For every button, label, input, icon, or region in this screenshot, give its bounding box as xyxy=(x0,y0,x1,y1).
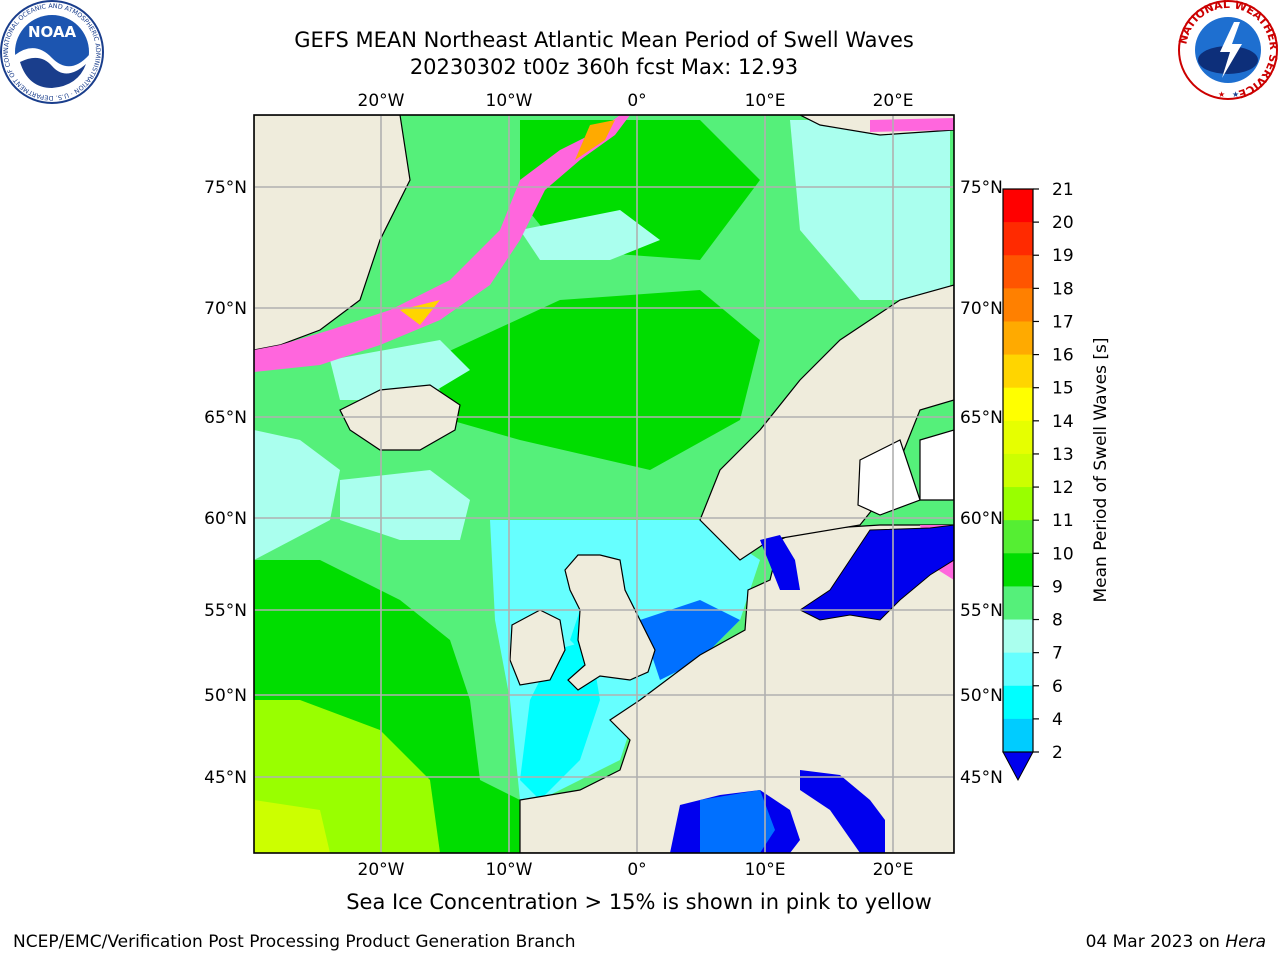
colorbar: 21 20 19 18 17 16 15 14 13 12 11 10 9 8 7 6 4 2 xyxy=(1002,180,1074,782)
colorbar-tick-label: 18 xyxy=(1052,279,1074,299)
lat-label-left: 60°N xyxy=(204,509,247,529)
lat-label-right: 70°N xyxy=(960,299,1003,319)
colorbar-extend-triangle xyxy=(1002,751,1034,782)
lon-labels-top: 20°W 10°W 0° 10°E 20°E xyxy=(358,91,914,111)
colorbar-tick-label: 17 xyxy=(1052,312,1074,332)
date-text: 04 Mar 2023 on xyxy=(1085,932,1226,952)
date-stamp: 04 Mar 2023 on Hera xyxy=(1086,932,1266,952)
colorbar-tick-label: 9 xyxy=(1052,577,1063,597)
colorbar-segment xyxy=(1003,586,1033,621)
colorbar-tick-label: 7 xyxy=(1052,644,1063,664)
lat-labels-left: 75°N 70°N 65°N 60°N 55°N 50°N 45°N xyxy=(204,178,247,788)
colorbar-segment xyxy=(1003,222,1033,256)
lat-label-left: 45°N xyxy=(204,768,247,788)
colorbar-segment xyxy=(1003,321,1033,356)
colorbar-tick-label: 2 xyxy=(1052,743,1063,763)
colorbar-segment xyxy=(1003,420,1033,455)
lon-label-bottom: 20°E xyxy=(873,860,914,880)
lon-label-bottom: 0° xyxy=(627,860,646,880)
lon-label-bottom: 10°W xyxy=(486,860,533,880)
lat-label-right: 65°N xyxy=(960,408,1003,428)
svg-text:★: ★ xyxy=(1232,90,1239,99)
enclosed-seas xyxy=(670,524,954,853)
colorbar-segment xyxy=(1003,520,1033,554)
colorbar-segment xyxy=(1003,387,1033,422)
chart-title: GEFS MEAN Northeast Atlantic Mean Period… xyxy=(294,28,914,52)
colorbar-tick-label: 10 xyxy=(1052,544,1074,564)
colorbar-segment xyxy=(1003,453,1033,488)
sea-ice-caption: Sea Ice Concentration > 15% is shown in … xyxy=(346,890,932,914)
colorbar-tick-label: 21 xyxy=(1052,180,1074,200)
colorbar-tick-label: 15 xyxy=(1052,379,1074,399)
lon-labels-bottom: 20°W 10°W 0° 10°E 20°E xyxy=(358,860,914,880)
svg-text:★: ★ xyxy=(1218,90,1225,99)
colorbar-segment xyxy=(1003,189,1033,223)
nws-logo-icon: NATIONAL WEATHER SERVICE ★ ★ xyxy=(1176,0,1280,100)
colorbar-tick-label: 8 xyxy=(1052,611,1063,631)
colorbar-segment xyxy=(1003,718,1033,753)
noaa-logo-icon: NATIONAL OCEANIC AND ATMOSPHERIC ADMINIS… xyxy=(0,0,104,104)
lat-label-right: 45°N xyxy=(960,768,1003,788)
colorbar-frame xyxy=(1002,188,1034,753)
lon-label-top: 20°E xyxy=(873,91,914,111)
lat-label-right: 55°N xyxy=(960,601,1003,621)
lat-label-left: 70°N xyxy=(204,299,247,319)
lon-label-bottom: 10°E xyxy=(745,860,786,880)
colorbar-segment xyxy=(1003,354,1033,389)
map-frame xyxy=(253,114,955,854)
chart-subtitle: 20230302 t00z 360h fcst Max: 12.93 xyxy=(409,55,799,79)
colorbar-segment xyxy=(1003,553,1033,587)
lon-label-top: 10°E xyxy=(745,91,786,111)
colorbar-segment xyxy=(1003,487,1033,521)
colorbar-tick-label: 16 xyxy=(1052,346,1074,366)
graticule xyxy=(254,115,954,853)
lat-label-left: 65°N xyxy=(204,408,247,428)
lat-label-left: 50°N xyxy=(204,686,247,706)
lon-label-top: 10°W xyxy=(486,91,533,111)
colorbar-tick-label: 6 xyxy=(1052,677,1063,697)
lat-label-right: 50°N xyxy=(960,686,1003,706)
lat-labels-right: 75°N 70°N 65°N 60°N 55°N 50°N 45°N xyxy=(960,178,1003,788)
noaa-logo-text: NOAA xyxy=(28,23,77,41)
colorbar-segment xyxy=(1003,255,1033,289)
colorbar-segment xyxy=(1003,652,1033,687)
host-name: Hera xyxy=(1225,932,1266,952)
colorbar-tick-label: 19 xyxy=(1052,246,1074,266)
colorbar-segment xyxy=(1003,685,1033,720)
colorbar-tick-label: 4 xyxy=(1052,710,1063,730)
lat-label-left: 75°N xyxy=(204,178,247,198)
colorbar-segment xyxy=(1003,619,1033,654)
colorbar-tick-label: 14 xyxy=(1052,412,1074,432)
colorbar-tick-label: 12 xyxy=(1052,478,1074,498)
lat-label-right: 75°N xyxy=(960,178,1003,198)
lon-label-bottom: 20°W xyxy=(358,860,405,880)
lon-label-top: 0° xyxy=(627,91,646,111)
credit-text: NCEP/EMC/Verification Post Processing Pr… xyxy=(13,932,576,952)
colorbar-tick-label: 11 xyxy=(1052,511,1074,531)
colorbar-label: Mean Period of Swell Waves [s] xyxy=(1091,338,1111,603)
colorbar-tick-label: 13 xyxy=(1052,445,1074,465)
colorbar-segment xyxy=(1003,288,1033,322)
lon-label-top: 20°W xyxy=(358,91,405,111)
colorbar-tick-label: 20 xyxy=(1052,213,1074,233)
lat-label-left: 55°N xyxy=(204,601,247,621)
lat-label-right: 60°N xyxy=(960,509,1003,529)
